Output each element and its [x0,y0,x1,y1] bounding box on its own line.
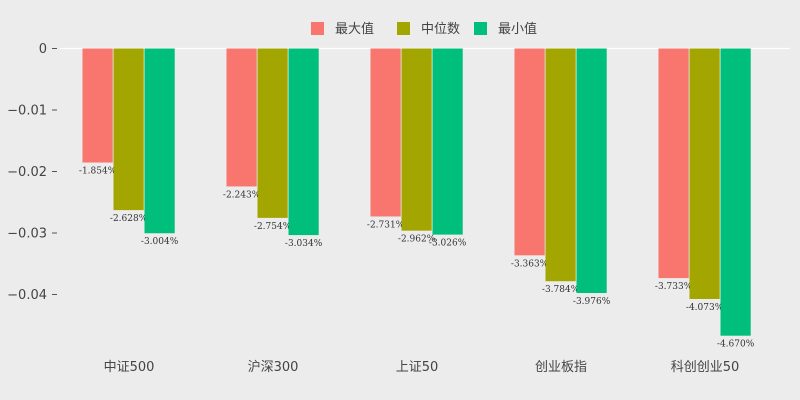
data-label-3-1: -3.784% [542,285,580,295]
bar-4-1 [689,48,720,299]
x-tick-label-1: 沪深300 [248,359,299,375]
bar-2-0 [370,48,401,217]
y-tick-label-0: 0 [39,42,47,57]
y-tick-label-3: −0.03 [7,227,47,242]
data-label-2-2: -3.026% [429,239,467,249]
data-label-4-2: -4.670% [717,340,755,350]
bar-3-0 [514,48,545,256]
bar-4-0 [658,48,689,279]
legend-swatch-0 [311,22,324,35]
bar-4-2 [720,48,751,336]
x-tick-label-3: 创业板指 [535,360,587,375]
data-label-4-1: -4.073% [686,303,724,313]
data-label-2-1: -2.962% [398,235,436,245]
x-tick-label-2: 上证50 [396,360,439,375]
bar-2-2 [432,48,463,235]
data-label-3-2: -3.976% [573,297,611,307]
x-tick-label-4: 科创创业50 [671,360,740,375]
y-tick-label-4: −0.04 [7,288,47,303]
x-axis: 中证500 沪深300 上证50 创业板指 科创创业50 [104,359,740,375]
data-label-3-0: -3.363% [511,259,549,269]
y-tick-label-1: −0.01 [7,104,47,119]
data-label-0-0: -1.854% [79,167,117,177]
bar-3-2 [576,48,607,294]
data-label-2-0: -2.731% [367,220,405,230]
bar-0-1 [113,48,144,211]
bar-1-2 [288,48,319,236]
data-label-0-2: -3.004% [141,237,179,247]
y-tick-label-2: −0.02 [7,165,47,180]
data-label-1-0: -2.243% [223,190,261,200]
data-label-0-1: -2.628% [110,214,148,224]
legend-swatch-2 [474,22,487,35]
bar-3-1 [545,48,576,282]
x-tick-label-0: 中证500 [104,360,155,375]
legend-label-2: 最小值 [498,21,537,37]
bars: -1.854% -2.628% -3.004% -2.243% -2.754% -3.03… [79,48,755,350]
bar-0-0 [82,48,113,163]
legend-swatch-1 [397,22,410,35]
bar-0-2 [144,48,175,234]
data-label-4-0: -3.733% [655,282,693,292]
data-label-1-1: -2.754% [254,222,292,232]
bar-1-0 [226,48,257,187]
legend-label-0: 最大值 [335,21,374,37]
legend-label-1: 中位数 [421,22,460,37]
data-label-1-2: -3.034% [285,239,323,249]
bar-1-1 [257,48,288,218]
bar-2-1 [401,48,432,231]
legend: 最大值 中位数 最小值 [311,21,537,37]
